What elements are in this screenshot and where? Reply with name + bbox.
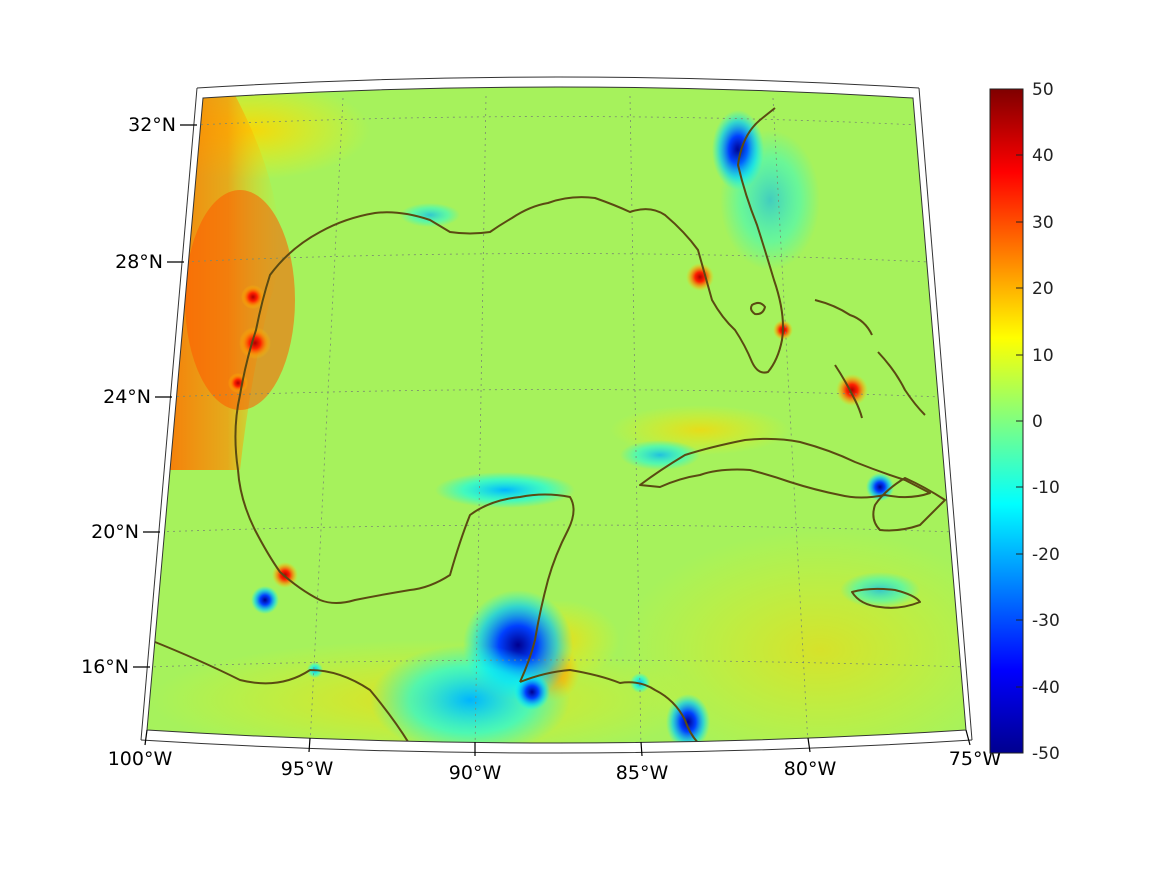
colorbar-label-neg30: -30 [1032, 611, 1060, 631]
map-frame [140, 76, 973, 754]
lon-label-85: 85°W [616, 762, 669, 784]
tick-marks [133, 124, 971, 757]
lat-label-24: 24°N [103, 386, 151, 408]
colorbar-labels: 50 40 30 20 10 0 -10 -20 -30 -40 -50 [1032, 80, 1060, 764]
colorbar: 50 40 30 20 10 0 -10 -20 -30 -40 -50 [989, 80, 1060, 764]
lon-label-90: 90°W [449, 762, 502, 784]
colorbar-label-10: 10 [1032, 346, 1054, 366]
lon-label-95: 95°W [281, 758, 334, 780]
colorbar-label-neg40: -40 [1032, 678, 1060, 698]
colorbar-label-50: 50 [1032, 80, 1054, 100]
colorbar-label-neg20: -20 [1032, 545, 1060, 565]
colorbar-ticks [1016, 154, 1023, 688]
latitude-labels: 32°N 28°N 24°N 20°N 16°N [81, 114, 176, 678]
colorbar-label-0: 0 [1032, 412, 1043, 432]
longitude-labels: 100°W 95°W 90°W 85°W 80°W 75°W [108, 748, 1002, 784]
colorbar-label-neg10: -10 [1032, 478, 1060, 498]
lat-label-32: 32°N [128, 114, 176, 136]
lat-label-28: 28°N [115, 251, 163, 273]
lon-label-80: 80°W [784, 758, 837, 780]
lat-label-16: 16°N [81, 656, 129, 678]
colorbar-label-neg50: -50 [1032, 744, 1060, 764]
lat-label-20: 20°N [91, 521, 139, 543]
lon-label-100: 100°W [108, 748, 173, 770]
colorbar-label-30: 30 [1032, 213, 1054, 233]
graticule [147, 95, 966, 743]
coastlines [149, 107, 946, 743]
anomaly-field [147, 87, 966, 743]
lon-label-75: 75°W [949, 748, 1002, 770]
colorbar-label-20: 20 [1032, 279, 1054, 299]
colorbar-label-40: 40 [1032, 146, 1054, 166]
